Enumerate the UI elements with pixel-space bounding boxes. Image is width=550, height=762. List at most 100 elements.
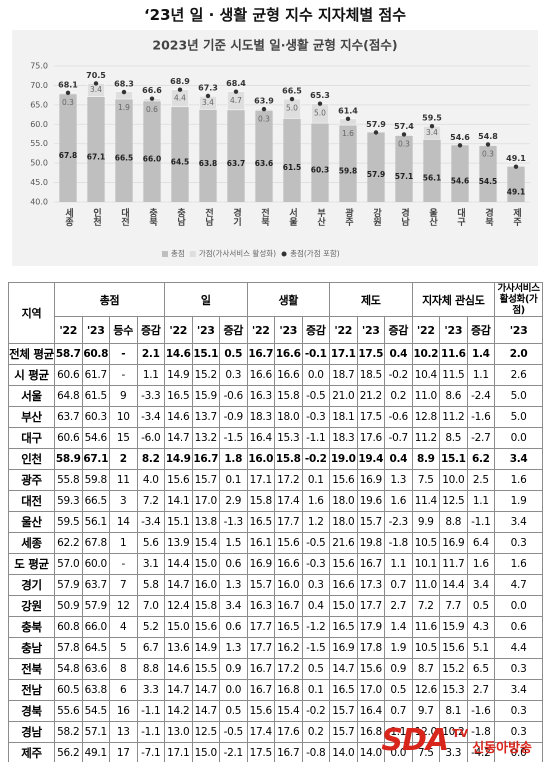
value-cell: 6.7 xyxy=(136,637,166,659)
value-cell: 16.6 xyxy=(274,343,303,365)
region-cell: 서울 xyxy=(8,385,55,407)
bar-label: 60.3 xyxy=(311,166,330,175)
table-row: 광주 55.8 59.8 11 4.0 15.6 15.7 0.1 17.1 17.2 0.1 15.… xyxy=(8,469,544,491)
value-cell: 1.8 xyxy=(219,448,248,470)
value-cell: 14 xyxy=(109,511,138,533)
legend-swatch xyxy=(189,251,196,257)
value-cell: 14.6 xyxy=(164,406,193,428)
value-cell: 21.6 xyxy=(329,532,358,554)
value-cell: 16.0 xyxy=(274,574,303,596)
bar-base xyxy=(423,139,441,202)
value-cell: 57.8 xyxy=(54,637,83,659)
value-cell: 1.5 xyxy=(219,532,248,554)
value-cell: 5.8 xyxy=(136,574,166,596)
bar-label: 63.8 xyxy=(199,159,218,168)
table-row: 전체 평균 58.7 60.8-2.1 14.6 15.1 0.5 16.7 16.6 -0.1… xyxy=(8,343,544,365)
region-cell: 경기 xyxy=(8,574,55,596)
value-cell: 1.3 xyxy=(384,469,413,491)
value-cell: 11.5 xyxy=(439,364,468,386)
total-label: 68.9 xyxy=(170,77,190,86)
y-tick-label: 40.0 xyxy=(30,198,48,207)
region-cell: 강원 xyxy=(8,595,55,617)
value-cell: 7.0 xyxy=(136,595,166,617)
value-cell: 19.0 xyxy=(329,448,358,470)
value-cell: 63.6 xyxy=(81,658,110,680)
total-dot xyxy=(93,81,99,86)
legend-label: 총점(가점 포함) xyxy=(290,248,340,258)
value-cell: 0.3 xyxy=(301,574,331,596)
value-cell: 57.0 xyxy=(54,553,83,575)
bonus-label: 4.4 xyxy=(174,93,186,102)
value-cell: 18.7 xyxy=(329,364,358,386)
value-cell: 19.4 xyxy=(356,448,386,470)
total-dot xyxy=(429,124,435,129)
total-label: 66.6 xyxy=(142,86,162,95)
value-cell: 16.7 xyxy=(356,553,386,575)
value-cell: 15.7 xyxy=(329,700,358,722)
total-dot xyxy=(65,90,71,96)
total-label: 54.8 xyxy=(478,132,498,141)
value-cell: -2.3 xyxy=(384,511,413,533)
value-cell: 63.8 xyxy=(81,679,110,701)
region-cell: 시 평균 xyxy=(8,364,55,386)
value-cell: 15.6 xyxy=(439,637,468,659)
value-cell: 16.9 xyxy=(356,469,386,491)
value-cell: 15.3 xyxy=(274,427,303,449)
value-cell: 0.5 xyxy=(219,343,248,365)
value-cell: 3.4 xyxy=(219,595,248,617)
value-cell: 2.9 xyxy=(219,490,248,512)
value-cell: 0.5 xyxy=(384,679,413,701)
watermark-tv: TV xyxy=(452,727,469,740)
value-cell: 58.9 xyxy=(54,448,83,470)
bar-base xyxy=(115,99,133,202)
total-dot xyxy=(121,89,127,95)
value-cell: 8.5 xyxy=(439,427,468,449)
value-cell: 16.6 xyxy=(246,364,276,386)
value-cell: 55.6 xyxy=(54,700,83,722)
table-row: 대구 60.6 54.6 15 -6.0 14.7 13.2 -1.5 16.4 15.3 -1.1… xyxy=(8,427,544,449)
value-cell: 12.8 xyxy=(411,406,441,428)
value-cell: 67.1 xyxy=(81,448,110,470)
value-cell: 18.5 xyxy=(356,364,386,386)
value-cell: 7.7 xyxy=(439,595,468,617)
table-row: 대전 59.3 66.5 3 7.2 14.1 17.0 2.9 15.8 17.4 1.6 18.0… xyxy=(8,490,544,512)
total-label: 49.1 xyxy=(506,154,526,163)
value-cell: 17.7 xyxy=(246,616,276,638)
subheader-cell: '23 xyxy=(356,316,386,344)
value-cell: -2.4 xyxy=(466,385,496,407)
value-cell: 10.0 xyxy=(439,469,468,491)
value-cell: 5.0 xyxy=(494,406,544,428)
bar-label: 63.6 xyxy=(255,159,274,168)
value-cell: -0.9 xyxy=(219,406,248,428)
value-cell: 17.2 xyxy=(274,658,303,680)
value-cell: 60.3 xyxy=(81,406,110,428)
bar-label: 61.5 xyxy=(283,163,302,172)
total-dot xyxy=(177,87,183,92)
value-cell: 16.7 xyxy=(274,595,303,617)
bar-label: 64.5 xyxy=(171,157,190,166)
value-cell: 64.8 xyxy=(54,385,83,407)
value-cell: 0.4 xyxy=(301,595,331,617)
value-cell: 1 xyxy=(109,532,138,554)
region-cell: 울산 xyxy=(8,511,55,533)
value-cell: 9 xyxy=(109,385,138,407)
value-cell: 10 xyxy=(109,406,138,428)
value-cell: 57.9 xyxy=(81,595,110,617)
value-cell: 7 xyxy=(109,574,138,596)
value-cell: 2 xyxy=(109,448,138,470)
value-cell: 60.6 xyxy=(54,364,83,386)
value-cell: 60.5 xyxy=(54,679,83,701)
value-cell: 60.0 xyxy=(81,553,110,575)
bar-base xyxy=(255,110,273,202)
value-cell: 59.3 xyxy=(54,490,83,512)
subheader-cell: '23 xyxy=(81,316,110,344)
x-tick-label: 대구 xyxy=(455,207,465,227)
total-dot xyxy=(289,96,295,102)
chart-title: 2023년 기준 시도별 일·생활 균형 지수(점수) xyxy=(152,38,397,53)
value-cell: 0.0 xyxy=(301,364,331,386)
bonus-label: 0.3 xyxy=(482,150,494,159)
value-cell: 10.5 xyxy=(411,532,441,554)
value-cell: 2.1 xyxy=(136,343,166,365)
value-cell: 17 xyxy=(109,742,138,762)
